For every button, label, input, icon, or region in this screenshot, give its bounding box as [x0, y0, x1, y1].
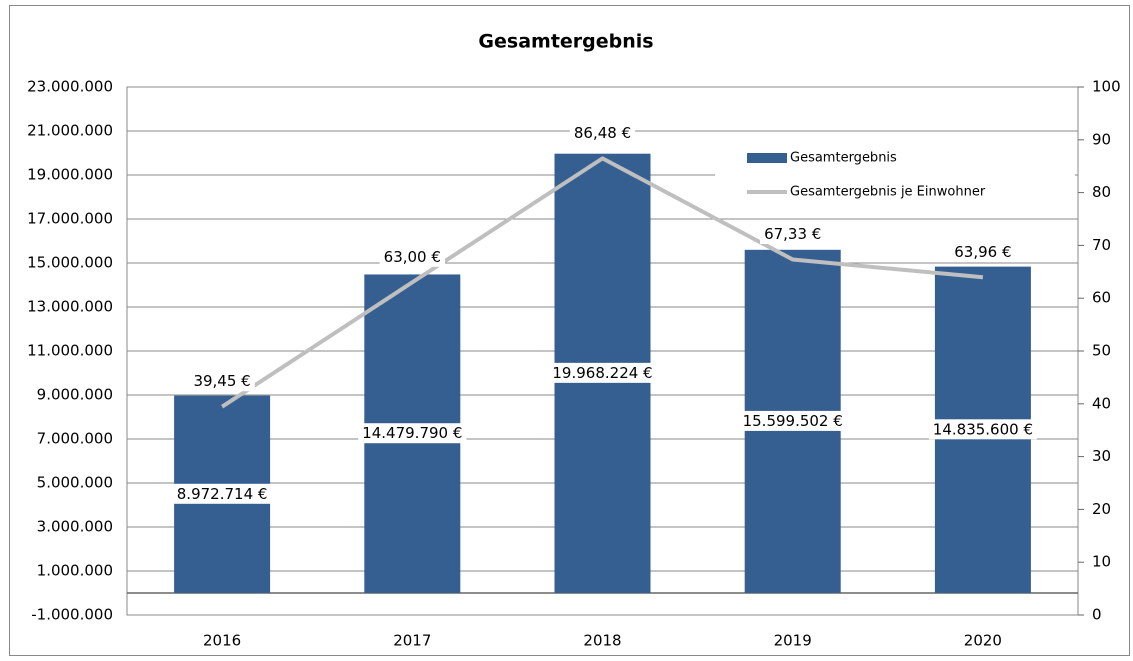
y2-tick-label: 40 [1092, 394, 1111, 412]
legend-label: Gesamtergebnis [790, 151, 897, 166]
bar-value-label: 8.972.714 € [177, 485, 268, 503]
y2-tick-label: 60 [1092, 289, 1111, 307]
y-tick-label: 1.000.000 [37, 562, 113, 580]
y-tick-label: 23.000.000 [27, 78, 113, 96]
y-tick-label: 11.000.000 [27, 342, 113, 360]
label-background [548, 362, 657, 383]
label-background [928, 419, 1038, 440]
y-tick-label: 13.000.000 [27, 298, 113, 316]
label-background [950, 241, 1016, 262]
y2-tick-label: 50 [1092, 342, 1111, 360]
legend-label: Gesamtergebnis je Einwohner [790, 185, 986, 200]
bar-value-label: 14.479.790 € [362, 424, 462, 442]
label-background [358, 423, 467, 444]
y-tick-label: 21.000.000 [27, 122, 113, 140]
line-value-label: 86,48 € [574, 124, 631, 142]
y-tick-label: 3.000.000 [37, 518, 113, 536]
y2-tick-label: 90 [1092, 130, 1111, 148]
x-tick-label: 2017 [393, 632, 431, 650]
y-tick-label: 17.000.000 [27, 210, 113, 228]
y2-tick-label: 30 [1092, 447, 1111, 465]
line-value-label: 39,45 € [193, 372, 250, 390]
y2-tick-label: 10 [1092, 553, 1111, 571]
label-background [379, 246, 445, 267]
label-background [760, 223, 826, 244]
y2-tick-label: 70 [1092, 236, 1111, 254]
y2-tick-label: 20 [1092, 500, 1111, 518]
y-tick-label: -1.000.000 [31, 606, 113, 624]
bar-value-label: 14.835.600 € [933, 420, 1033, 438]
x-tick-label: 2020 [964, 632, 1002, 650]
label-background [569, 122, 636, 143]
y-tick-label: 7.000.000 [37, 430, 113, 448]
x-tick-label: 2016 [203, 632, 241, 650]
y-tick-label: 19.000.000 [27, 166, 113, 184]
line-value-label: 63,00 € [384, 248, 441, 266]
chart-title: Gesamtergebnis [478, 31, 653, 53]
x-tick-label: 2019 [774, 632, 812, 650]
label-background [172, 483, 272, 504]
legend-swatch [747, 153, 787, 163]
label-background [738, 410, 847, 431]
y-tick-label: 15.000.000 [27, 254, 113, 272]
bar-value-label: 15.599.502 € [743, 412, 843, 430]
legend-box [715, 140, 1075, 210]
x-tick-label: 2018 [583, 632, 621, 650]
y2-tick-label: 80 [1092, 183, 1111, 201]
bar-value-label: 19.968.224 € [552, 364, 652, 382]
label-background [189, 371, 255, 392]
y-tick-label: 9.000.000 [37, 386, 113, 404]
line-value-label: 63,96 € [954, 243, 1011, 261]
y2-tick-label: 0 [1092, 606, 1102, 624]
y-tick-label: 5.000.000 [37, 474, 113, 492]
line [221, 156, 984, 409]
y2-tick-label: 100 [1092, 78, 1121, 96]
line-value-label: 67,33 € [764, 225, 821, 243]
